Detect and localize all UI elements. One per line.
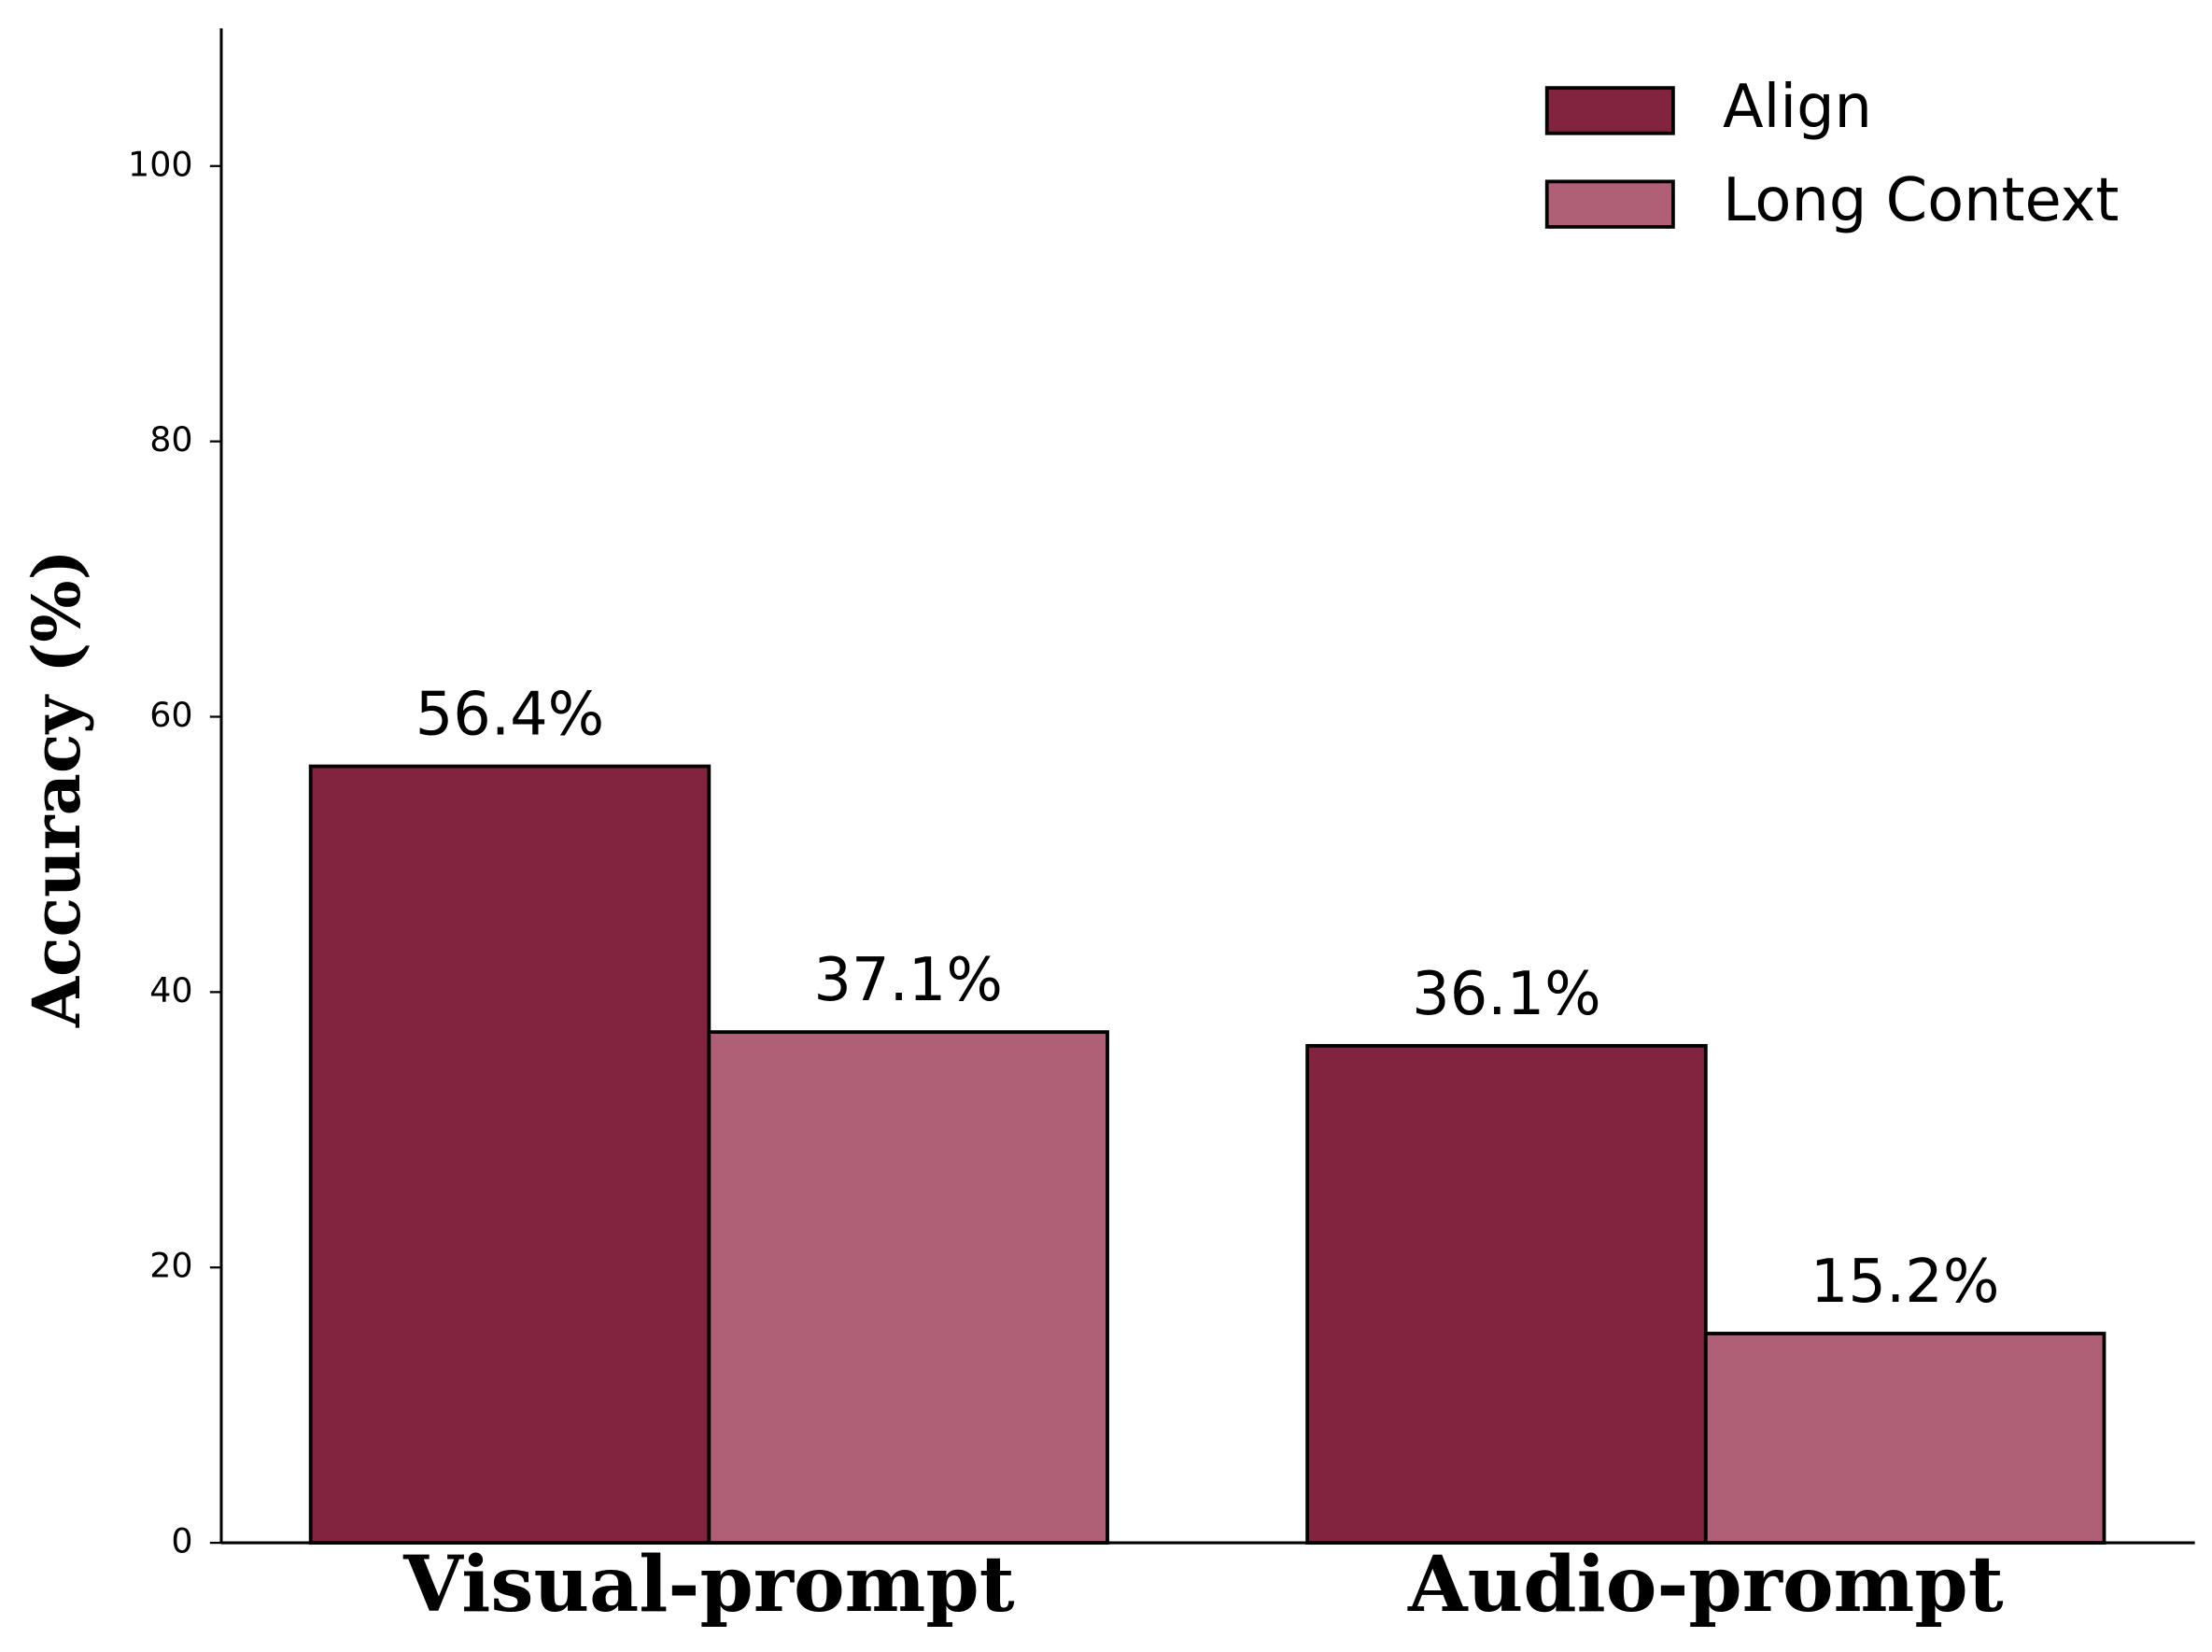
y-tick-label: 60	[149, 695, 192, 735]
y-tick-label: 100	[128, 144, 193, 184]
x-tick-label: Visual-prompt	[402, 1540, 1015, 1630]
bar	[1305, 1043, 1708, 1545]
bar	[1703, 1332, 2106, 1545]
y-tick-label: 80	[149, 419, 192, 459]
legend-label: Long Context	[1723, 166, 2119, 235]
y-tick-label: 40	[149, 970, 192, 1010]
x-tick-label: Audio-prompt	[1407, 1540, 2004, 1630]
y-tick-label: 0	[171, 1521, 192, 1561]
value-label: 36.1%	[1412, 960, 1601, 1029]
legend-swatch	[1544, 86, 1675, 135]
bar	[707, 1030, 1109, 1545]
value-label: 37.1%	[813, 946, 1003, 1015]
value-label: 15.2%	[1810, 1248, 2000, 1317]
value-label: 56.4%	[416, 681, 605, 750]
legend-label: Align	[1723, 73, 1872, 142]
y-axis-label: Accuracy (%)	[19, 549, 95, 1028]
bar	[308, 764, 712, 1545]
y-tick-label: 20	[149, 1246, 192, 1286]
legend-swatch	[1544, 179, 1675, 229]
